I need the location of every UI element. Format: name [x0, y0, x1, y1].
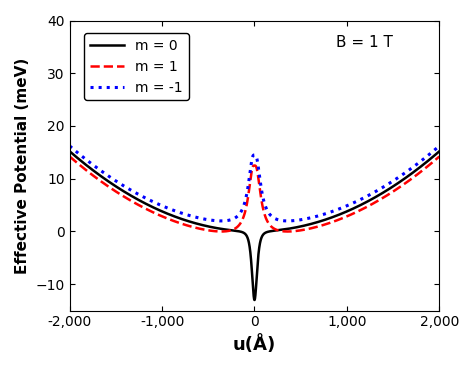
Legend: m = 0, m = 1, m = -1: m = 0, m = 1, m = -1 [84, 33, 189, 100]
Line: m = 0: m = 0 [70, 151, 439, 300]
m = 0 [302, 223, 308, 228]
X-axis label: u(Å): u(Å) [233, 335, 276, 354]
Text: B = 1 T: B = 1 T [336, 35, 392, 50]
m = -1 [85, 159, 91, 163]
m = -1 [361, 196, 366, 200]
m = 1 [302, 227, 308, 232]
m = 1 [286, 229, 292, 234]
m = -1 [201, 217, 206, 221]
m = -1 [302, 217, 308, 221]
m = 1 [67, 154, 73, 159]
Y-axis label: Effective Potential (meV): Effective Potential (meV) [15, 58, 30, 274]
m = 1 [341, 215, 346, 220]
m = 0 [201, 223, 206, 228]
Line: m = -1: m = -1 [70, 146, 439, 221]
m = -1 [341, 205, 346, 209]
m = 0 [341, 211, 346, 215]
m = 0 [67, 149, 73, 154]
m = -1 [286, 219, 292, 223]
m = 0 [437, 149, 442, 154]
m = 0 [85, 165, 91, 169]
Line: m = 1: m = 1 [70, 156, 439, 231]
m = 0 [286, 227, 292, 231]
m = 1 [437, 154, 442, 159]
m = 1 [219, 229, 224, 234]
m = 1 [361, 206, 366, 211]
m = 1 [201, 227, 206, 232]
m = -1 [437, 144, 442, 148]
m = -1 [67, 144, 73, 148]
m = 1 [85, 170, 91, 174]
m = -1 [219, 219, 224, 223]
m = 0 [252, 298, 257, 302]
m = 0 [361, 201, 366, 206]
